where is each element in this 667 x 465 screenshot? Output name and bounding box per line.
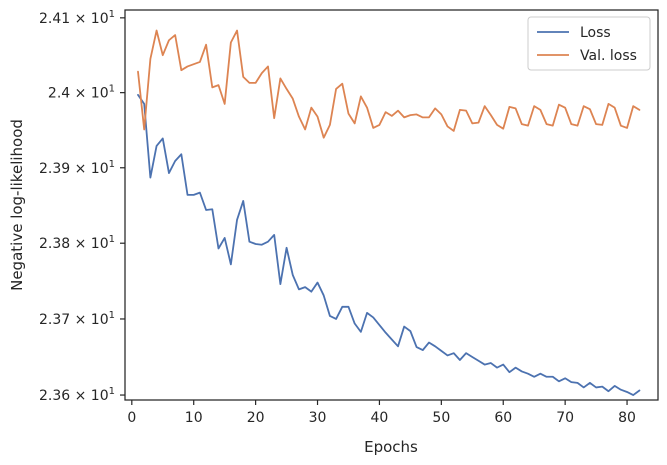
y-tick-label: 2.38 × 101 bbox=[39, 234, 115, 252]
x-tick-label: 30 bbox=[309, 410, 327, 426]
legend-box bbox=[527, 16, 651, 71]
legend-label-loss: Loss bbox=[580, 25, 611, 41]
x-tick-label: 40 bbox=[371, 410, 389, 426]
y-tick-label: 2.41 × 101 bbox=[39, 9, 115, 27]
x-tick-label: 0 bbox=[127, 410, 136, 426]
y-tick-label: 2.36 × 101 bbox=[39, 386, 115, 404]
x-tick-label: 60 bbox=[494, 410, 512, 426]
series-layer bbox=[137, 29, 641, 396]
x-tick-label: 80 bbox=[618, 410, 636, 426]
legend: Loss Val. loss bbox=[527, 16, 651, 71]
y-tick-label: 2.39 × 101 bbox=[39, 159, 115, 177]
x-tick-label: 50 bbox=[432, 410, 450, 426]
x-axis-title: Epochs bbox=[364, 438, 418, 456]
y-tick-label: 2.37 × 101 bbox=[39, 310, 115, 328]
y-tick-label: 2.4 × 101 bbox=[48, 84, 115, 102]
y-axis-title: Negative log-likelihood bbox=[8, 119, 26, 291]
x-tick-label: 70 bbox=[556, 410, 574, 426]
x-tick-label: 20 bbox=[247, 410, 265, 426]
x-axis-ticks: 0 10 20 30 40 50 60 70 80 bbox=[127, 400, 636, 426]
series-line-loss bbox=[137, 94, 641, 396]
series-line-val-loss bbox=[137, 29, 641, 139]
x-tick-label: 10 bbox=[185, 410, 203, 426]
plot-frame bbox=[124, 9, 659, 401]
legend-label-val-loss: Val. loss bbox=[580, 48, 637, 64]
y-axis-ticks: 2.36 × 101 2.37 × 101 2.38 × 101 2.39 × 101… bbox=[39, 9, 125, 404]
